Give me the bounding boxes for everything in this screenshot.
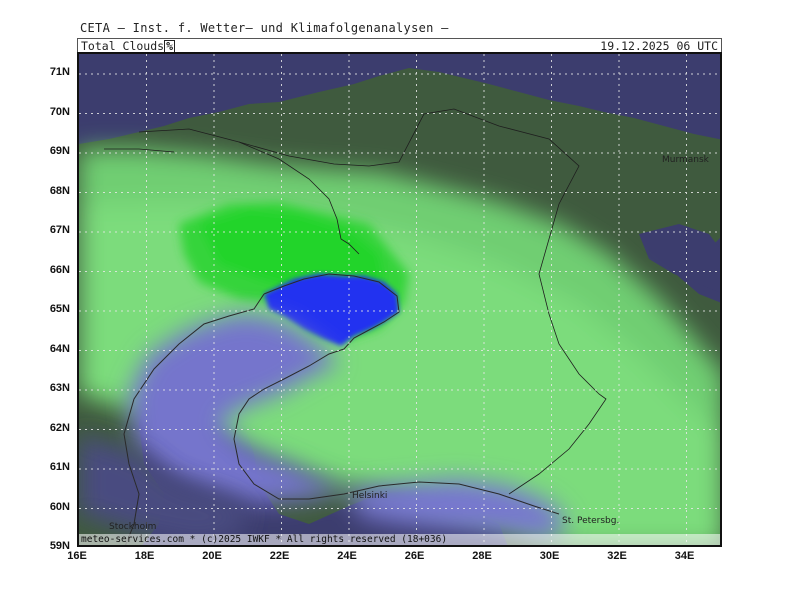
longitude-tick-label: 24E: [337, 550, 357, 562]
longitude-tick-label: 16E: [67, 550, 87, 562]
latitude-tick-label: 70N: [49, 105, 70, 118]
latitude-tick-label: 64N: [49, 342, 70, 355]
latitude-tick-label: 65N: [49, 303, 70, 315]
latitude-tick-label: 67N: [49, 224, 70, 236]
city-label-st-petersburg: St. Petersbg.: [562, 516, 619, 526]
parameter-title: Total_Clouds%: [81, 39, 176, 53]
longitude-tick-label: 22E: [269, 550, 290, 562]
latitude-tick-label: 69N: [49, 145, 70, 157]
longitude-tick-label: 20E: [202, 550, 222, 562]
latitude-tick-label: 61N: [49, 461, 70, 473]
longitude-tick-label: 26E: [404, 550, 425, 562]
header-organization: CETA – Inst. f. Wetter– und Klimafolgena…: [80, 21, 449, 35]
boundaries: [104, 108, 607, 495]
latitude-tick-label: 59N: [49, 540, 70, 552]
latitude-tick-label: 71N: [49, 66, 70, 78]
cloud-cover-map-graphic: Murmansk Helsinki St. Petersbg. Stockhol…: [79, 54, 720, 545]
city-label-helsinki: Helsinki: [352, 491, 387, 501]
copyright-credit: meteo-services.com * (c)2025 IWKF * All …: [81, 534, 448, 545]
latitude-tick-label: 63N: [49, 382, 70, 394]
lat-lon-grid: [79, 54, 720, 545]
valid-datetime: 19.12.2025 06 UTC: [600, 39, 718, 53]
city-label-murmansk: Murmansk: [662, 155, 710, 165]
longitude-tick-label: 34E: [674, 550, 695, 562]
credit-strip: [79, 534, 720, 545]
white-sea: [639, 224, 720, 293]
longitude-tick-label: 30E: [539, 550, 560, 562]
dark-band-southwest: [79, 434, 249, 544]
latitude-tick-label: 68N: [49, 184, 70, 197]
coastline: [123, 273, 560, 545]
latitude-tick-label: 66N: [49, 263, 70, 276]
longitude-tick-label: 32E: [607, 550, 627, 562]
city-label-stockholm: Stockholm: [109, 522, 156, 532]
latitude-tick-label: 62N: [49, 421, 70, 434]
longitude-tick-label: 28E: [472, 550, 492, 562]
weather-map: Murmansk Helsinki St. Petersbg. Stockhol…: [77, 52, 722, 547]
longitude-tick-label: 18E: [134, 550, 155, 562]
parameter-name: Total_Clouds: [81, 39, 165, 53]
latitude-tick-label: 60N: [49, 500, 70, 513]
cloud-max-blue: [264, 274, 399, 346]
